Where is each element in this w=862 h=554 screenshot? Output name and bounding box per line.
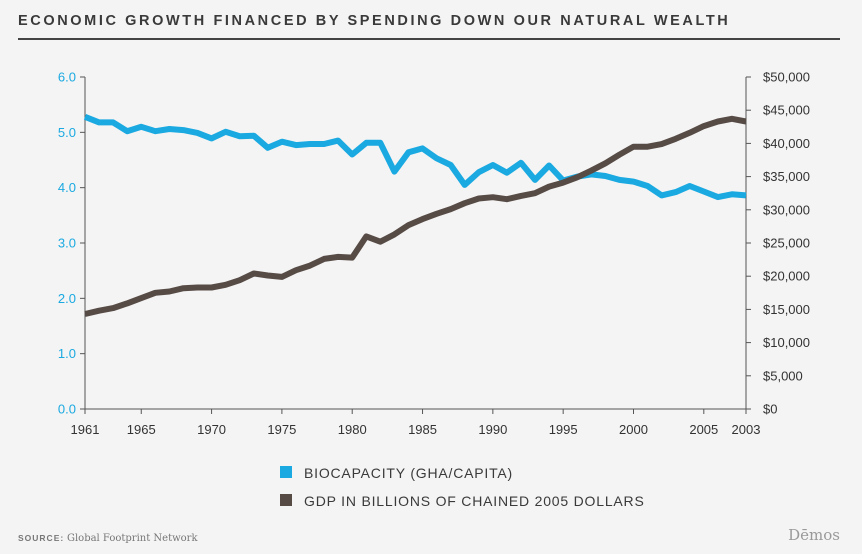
x-tick-label: 1990 xyxy=(478,422,507,437)
source-note: SOURCE: Global Footprint Network xyxy=(18,533,198,544)
x-tick-label: 2000 xyxy=(619,422,648,437)
legend-label-biocapacity: BIOCAPACITY (GHA/CAPITA) xyxy=(304,465,514,481)
x-tick-label: 1970 xyxy=(197,422,226,437)
y-right-tick-label: $10,000 xyxy=(763,335,810,350)
legend-swatch-gdp xyxy=(280,494,292,507)
title-divider xyxy=(18,38,840,40)
source-text: Global Footprint Network xyxy=(66,533,198,544)
source-label: SOURCE: xyxy=(18,533,65,543)
y-right-tick-label: $5,000 xyxy=(763,368,803,383)
gdp-line xyxy=(84,115,747,317)
x-tick-label: 1961 xyxy=(71,422,100,437)
tick-labels-layer: 0.0 1.0 2.0 3.0 4.0 5.0 6.0 $0 $5,000 $10,000 $15,… xyxy=(58,70,810,438)
y-right-tick-label: $15,000 xyxy=(763,302,810,317)
legend-item-biocapacity: BIOCAPACITY (GHA/CAPITA) xyxy=(280,465,513,481)
x-tick-label: 1995 xyxy=(549,422,578,437)
y-left-tick-label: 1.0 xyxy=(58,346,76,361)
y-left-tick-label: 4.0 xyxy=(58,180,76,195)
y-left-tick-label: 3.0 xyxy=(58,236,76,251)
legend-label-gdp: GDP IN BILLIONS OF CHAINED 2005 DOLLARS xyxy=(304,493,645,509)
x-tick-label: 2005 xyxy=(689,422,718,437)
x-tick-label: 1985 xyxy=(408,422,437,437)
y-right-tick-label: $20,000 xyxy=(763,269,810,284)
y-right-tick-label: $30,000 xyxy=(763,202,810,217)
x-tick-label: 1980 xyxy=(338,422,367,437)
y-right-tick-label: $35,000 xyxy=(763,169,810,184)
brand-logo-text: Dēmos xyxy=(788,526,840,544)
y-right-tick-label: $0 xyxy=(763,402,777,417)
y-right-tick-label: $45,000 xyxy=(763,103,810,118)
y-right-tick-label: $25,000 xyxy=(763,236,810,251)
x-tick-label: 2003 xyxy=(732,422,761,437)
legend-item-gdp: GDP IN BILLIONS OF CHAINED 2005 DOLLARS xyxy=(280,493,645,509)
biocapacity-line xyxy=(83,114,747,201)
legend-swatch-biocapacity xyxy=(280,466,292,479)
series-layer xyxy=(83,114,747,317)
chart-title: ECONOMIC GROWTH FINANCED BY SPENDING DOW… xyxy=(18,13,731,29)
y-left-tick-label: 6.0 xyxy=(58,70,76,85)
y-right-tick-label: $40,000 xyxy=(763,136,810,151)
y-left-tick-label: 5.0 xyxy=(58,125,76,140)
axes-layer xyxy=(80,76,751,414)
y-right-tick-label: $50,000 xyxy=(763,70,810,85)
x-tick-label: 1975 xyxy=(267,422,296,437)
x-tick-label: 1965 xyxy=(127,422,156,437)
y-left-tick-label: 0.0 xyxy=(58,402,76,417)
y-left-tick-label: 2.0 xyxy=(58,291,76,306)
